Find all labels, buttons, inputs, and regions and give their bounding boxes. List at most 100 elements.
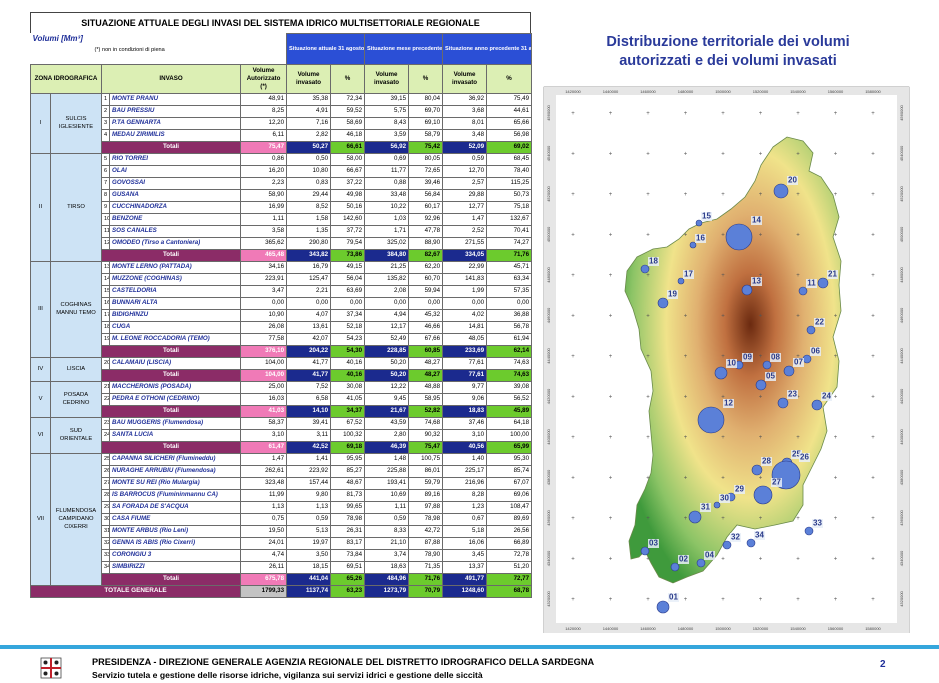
pct-current: 63,69: [330, 284, 366, 298]
reservoir-circle[interactable]: [753, 485, 773, 505]
pct-current: 83,17: [330, 536, 366, 550]
reservoir-circle[interactable]: [804, 526, 814, 536]
grid-cross-icon: +: [684, 597, 688, 603]
pct-prev-year: 75,49: [486, 92, 533, 106]
reservoir-name: SANTA LUCIA: [108, 428, 242, 442]
reservoir-label: 01: [669, 593, 678, 602]
reservoir-circle[interactable]: [688, 510, 702, 524]
reservoir-circle[interactable]: [798, 286, 808, 296]
grid-cross-icon: +: [721, 314, 725, 320]
volume-prev-year: 225,17: [442, 464, 488, 478]
reservoir-circle[interactable]: [811, 399, 823, 411]
volume-authorized: 1,13: [240, 500, 288, 514]
zone-total-row: Totali 41,03 14,10 34,37 21,67 52,82 18,83 45,8…: [31, 404, 533, 418]
reservoir-index: 20: [101, 356, 110, 370]
grid-cross-icon: +: [684, 314, 688, 320]
reservoir-label: 18: [649, 257, 658, 266]
pct-current: 142,60: [330, 212, 366, 226]
grid-cross-icon: +: [759, 111, 763, 117]
reservoir-circle[interactable]: [689, 241, 697, 249]
grid-cross-icon: +: [571, 152, 575, 158]
pct-current: 0,00: [330, 296, 366, 310]
reservoir-name: BUNNARI ALTA: [108, 296, 242, 310]
footer-institution: PRESIDENZA - DIREZIONE GENERALE AGENZIA …: [92, 657, 595, 667]
grid-cross-icon: +: [571, 233, 575, 239]
grid-cross-icon: +: [871, 233, 875, 239]
reservoir-circle[interactable]: [640, 546, 650, 556]
reservoir-label-bg: [761, 457, 772, 466]
pct-current: 58,69: [330, 116, 366, 130]
grand-total-label: TOTALE GENERALE: [29, 584, 242, 598]
sardinia-coat-of-arms-icon: [40, 657, 62, 679]
pct-current: 100,32: [330, 428, 366, 442]
reservoir-label-bg: [806, 279, 817, 288]
pct-prev-month: 60,17: [408, 200, 444, 214]
zone-total-pct-current: 34,37: [330, 404, 366, 418]
grid-cross-icon: +: [609, 152, 613, 158]
x-tick-label-bottom: 1520000: [753, 626, 769, 631]
volume-authorized: 48,91: [240, 92, 288, 106]
x-tick-label-top: 1580000: [865, 89, 881, 94]
volume-current: 2,82: [286, 128, 332, 142]
grid-cross-icon: +: [571, 516, 575, 522]
pct-current: 37,34: [330, 308, 366, 322]
grid-cross-icon: +: [684, 516, 688, 522]
reservoir-circle[interactable]: [714, 366, 728, 380]
grid-cross-icon: +: [609, 192, 613, 198]
zone-number: I: [30, 92, 51, 154]
zone-name: LISCIA: [50, 356, 102, 382]
volume-current: 1,41: [286, 452, 332, 466]
reservoir-circle[interactable]: [656, 600, 670, 614]
reservoir-circle[interactable]: [762, 360, 772, 370]
volume-authorized: 3,10: [240, 428, 288, 442]
reservoir-circle[interactable]: [773, 183, 789, 199]
reservoir-circle[interactable]: [755, 379, 767, 391]
pct-current: 48,67: [330, 476, 366, 490]
reservoir-name: BAU PRESSIU: [108, 104, 242, 118]
grid-cross-icon: +: [571, 111, 575, 117]
table-row: 17BIDIGHINZU10,904,0737,344,9445,324,023…: [31, 308, 533, 322]
zone-total-prev-year: 18,83: [442, 404, 488, 418]
grid-cross-icon: +: [759, 233, 763, 239]
grid-cross-icon: +: [796, 597, 800, 603]
volume-prev-month: 8,33: [364, 524, 410, 538]
reservoir-circle[interactable]: [777, 397, 789, 409]
reservoir-circle[interactable]: [746, 538, 756, 548]
pct-prev-month: 78,98: [408, 512, 444, 526]
table-row: 10BENZONE1,111,58142,601,0392,961,47132,…: [31, 212, 533, 226]
grid-cross-icon: +: [759, 354, 763, 360]
reservoir-circle[interactable]: [722, 540, 732, 550]
reservoir-circle[interactable]: [725, 223, 753, 251]
volume-prev-year: 216,96: [442, 476, 488, 490]
reservoir-circle[interactable]: [741, 284, 753, 296]
reservoir-circle[interactable]: [640, 264, 650, 274]
header-vol-invasato-3: Volume invasato: [442, 63, 488, 94]
reservoir-circle[interactable]: [696, 558, 706, 568]
volume-prev-year: 8,28: [442, 488, 488, 502]
reservoir-circle[interactable]: [713, 501, 721, 509]
volume-prev-month: 3,59: [364, 128, 410, 142]
volume-current: 5,13: [286, 524, 332, 538]
reservoir-circle[interactable]: [695, 219, 703, 227]
reservoir-label: 15: [702, 212, 711, 221]
reservoir-circle[interactable]: [670, 562, 680, 572]
reservoir-label: 08: [771, 353, 780, 362]
reservoir-label: 30: [720, 494, 729, 503]
volume-prev-month: 5,75: [364, 104, 410, 118]
reservoir-circle[interactable]: [657, 297, 669, 309]
grid-cross-icon: +: [759, 435, 763, 441]
reservoir-circle[interactable]: [697, 406, 725, 434]
reservoir-circle[interactable]: [806, 325, 816, 335]
volume-current: 290,80: [286, 236, 332, 250]
reservoir-circle[interactable]: [677, 277, 685, 285]
grid-cross-icon: +: [834, 192, 838, 198]
reservoir-circle[interactable]: [802, 354, 812, 364]
reservoir-circle[interactable]: [751, 464, 763, 476]
volume-authorized: 26,08: [240, 320, 288, 334]
reservoir-label: 20: [788, 176, 797, 185]
reservoir-table-panel: SITUAZIONE ATTUALE DEGLI INVASI DEL SIST…: [29, 12, 533, 598]
volume-authorized: 4,74: [240, 548, 288, 562]
reservoir-circle[interactable]: [783, 365, 795, 377]
reservoir-circle[interactable]: [817, 277, 829, 289]
grid-cross-icon: +: [571, 557, 575, 563]
